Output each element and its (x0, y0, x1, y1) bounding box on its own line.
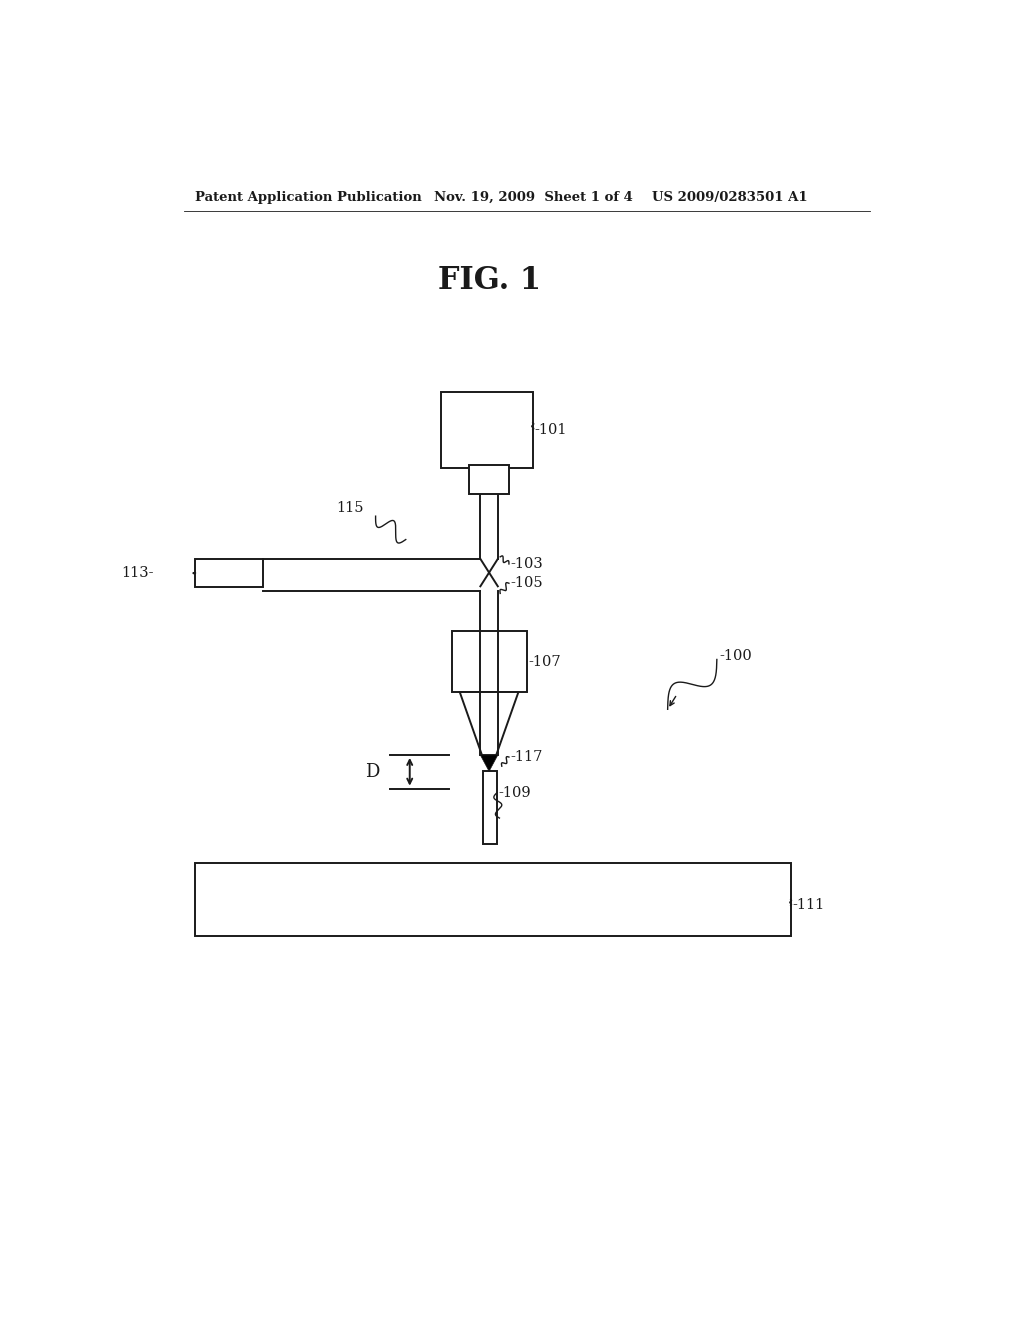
Text: -111: -111 (793, 899, 824, 912)
Text: -101: -101 (535, 422, 567, 437)
Text: Nov. 19, 2009  Sheet 1 of 4: Nov. 19, 2009 Sheet 1 of 4 (433, 190, 633, 203)
Text: 113-: 113- (122, 566, 155, 579)
Text: Patent Application Publication: Patent Application Publication (196, 190, 422, 203)
Text: -117: -117 (511, 750, 543, 764)
Bar (196, 863, 791, 936)
Text: -107: -107 (528, 655, 561, 668)
Polygon shape (460, 692, 518, 755)
Bar (196, 558, 263, 587)
Text: US 2009/0283501 A1: US 2009/0283501 A1 (652, 190, 807, 203)
Bar (469, 466, 509, 494)
Text: -103: -103 (511, 557, 544, 572)
Text: -109: -109 (499, 785, 531, 800)
Text: -105: -105 (511, 577, 543, 590)
Bar (441, 392, 532, 469)
Bar (482, 771, 497, 845)
Text: 115: 115 (336, 502, 364, 515)
Polygon shape (480, 755, 498, 771)
Text: FIG. 1: FIG. 1 (437, 265, 541, 296)
Text: -100: -100 (719, 649, 752, 664)
Text: D: D (366, 763, 380, 781)
Bar (452, 631, 527, 692)
